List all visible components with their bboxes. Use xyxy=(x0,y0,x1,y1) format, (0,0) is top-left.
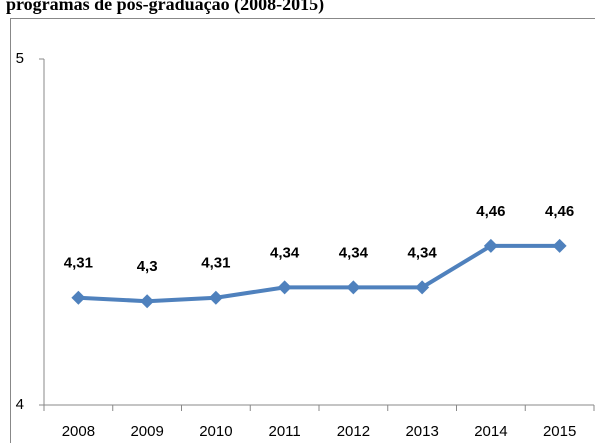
data-label: 4,3 xyxy=(137,258,158,275)
data-point xyxy=(208,290,223,305)
x-tick-label: 2011 xyxy=(268,423,300,440)
x-tick-label: 2012 xyxy=(337,423,370,440)
data-label: 4,31 xyxy=(64,255,93,272)
x-tick-label: 2013 xyxy=(405,423,438,440)
y-tick-label: 4 xyxy=(16,396,24,413)
data-label: 4,31 xyxy=(201,255,230,272)
data-point xyxy=(346,280,361,295)
data-label: 4,34 xyxy=(339,244,369,261)
data-label: 4,46 xyxy=(545,203,574,220)
data-point xyxy=(415,280,430,295)
data-line xyxy=(78,243,560,304)
data-label: 4,34 xyxy=(270,244,300,261)
data-point xyxy=(140,294,155,309)
data-point xyxy=(71,290,86,305)
data-point xyxy=(552,238,567,253)
x-tick-label: 2009 xyxy=(130,423,163,440)
data-label: 4,46 xyxy=(476,203,505,220)
data-label: 4,34 xyxy=(408,244,438,261)
x-tick-label: 2014 xyxy=(474,423,507,440)
y-tick-label: 5 xyxy=(16,50,24,67)
chart-title: programas de pós-graduação (2008-2015) xyxy=(6,0,324,15)
data-point xyxy=(483,238,498,253)
x-tick-label: 2010 xyxy=(199,423,232,440)
data-point xyxy=(277,280,292,295)
x-tick-label: 2015 xyxy=(543,423,576,440)
x-tick-label: 2008 xyxy=(62,423,95,440)
